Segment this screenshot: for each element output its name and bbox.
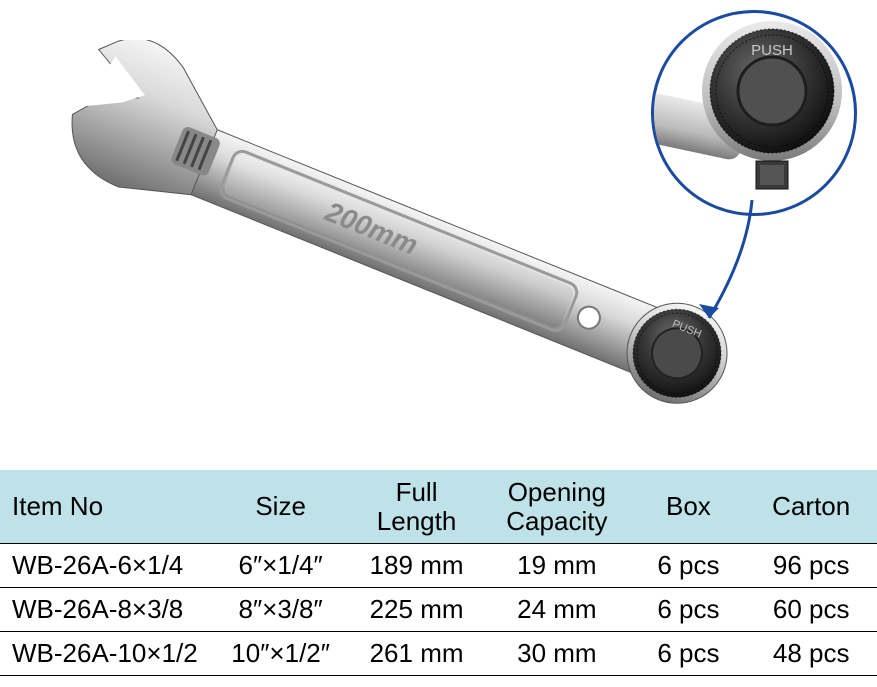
cell-box: 6 pcs: [631, 632, 745, 676]
cell-opening: 30 mm: [482, 632, 631, 676]
table-row: WB-26A-8×3/8 8″×3/8″ 225 mm 24 mm 6 pcs …: [0, 588, 877, 632]
col-header-carton: Carton: [745, 470, 877, 544]
cell-item: WB-26A-10×1/2: [0, 632, 210, 676]
cell-size: 6″×1/4″: [210, 544, 350, 588]
cell-carton: 60 pcs: [745, 588, 877, 632]
spec-table: Item No Size FullLength OpeningCapacity …: [0, 470, 877, 676]
col-header-length: FullLength: [351, 470, 483, 544]
table-header-row: Item No Size FullLength OpeningCapacity …: [0, 470, 877, 544]
cell-size: 8″×3/8″: [210, 588, 350, 632]
cell-item: WB-26A-6×1/4: [0, 544, 210, 588]
col-header-size: Size: [210, 470, 350, 544]
cell-size: 10″×1/2″: [210, 632, 350, 676]
col-header-box: Box: [631, 470, 745, 544]
cell-length: 189 mm: [351, 544, 483, 588]
table-row: WB-26A-6×1/4 6″×1/4″ 189 mm 19 mm 6 pcs …: [0, 544, 877, 588]
detail-callout-circle: PUSH: [651, 10, 857, 216]
cell-box: 6 pcs: [631, 588, 745, 632]
table-row: WB-26A-10×1/2 10″×1/2″ 261 mm 30 mm 6 pc…: [0, 632, 877, 676]
cell-item: WB-26A-8×3/8: [0, 588, 210, 632]
cell-carton: 96 pcs: [745, 544, 877, 588]
detail-push-text: PUSH: [751, 42, 793, 59]
callout-leader: [697, 200, 777, 330]
cell-length: 225 mm: [351, 588, 483, 632]
product-image-area: 200mm PUSH: [0, 0, 877, 470]
cell-carton: 48 pcs: [745, 632, 877, 676]
cell-opening: 19 mm: [482, 544, 631, 588]
col-header-opening: OpeningCapacity: [482, 470, 631, 544]
cell-box: 6 pcs: [631, 544, 745, 588]
cell-opening: 24 mm: [482, 588, 631, 632]
col-header-item: Item No: [0, 470, 210, 544]
cell-length: 261 mm: [351, 632, 483, 676]
